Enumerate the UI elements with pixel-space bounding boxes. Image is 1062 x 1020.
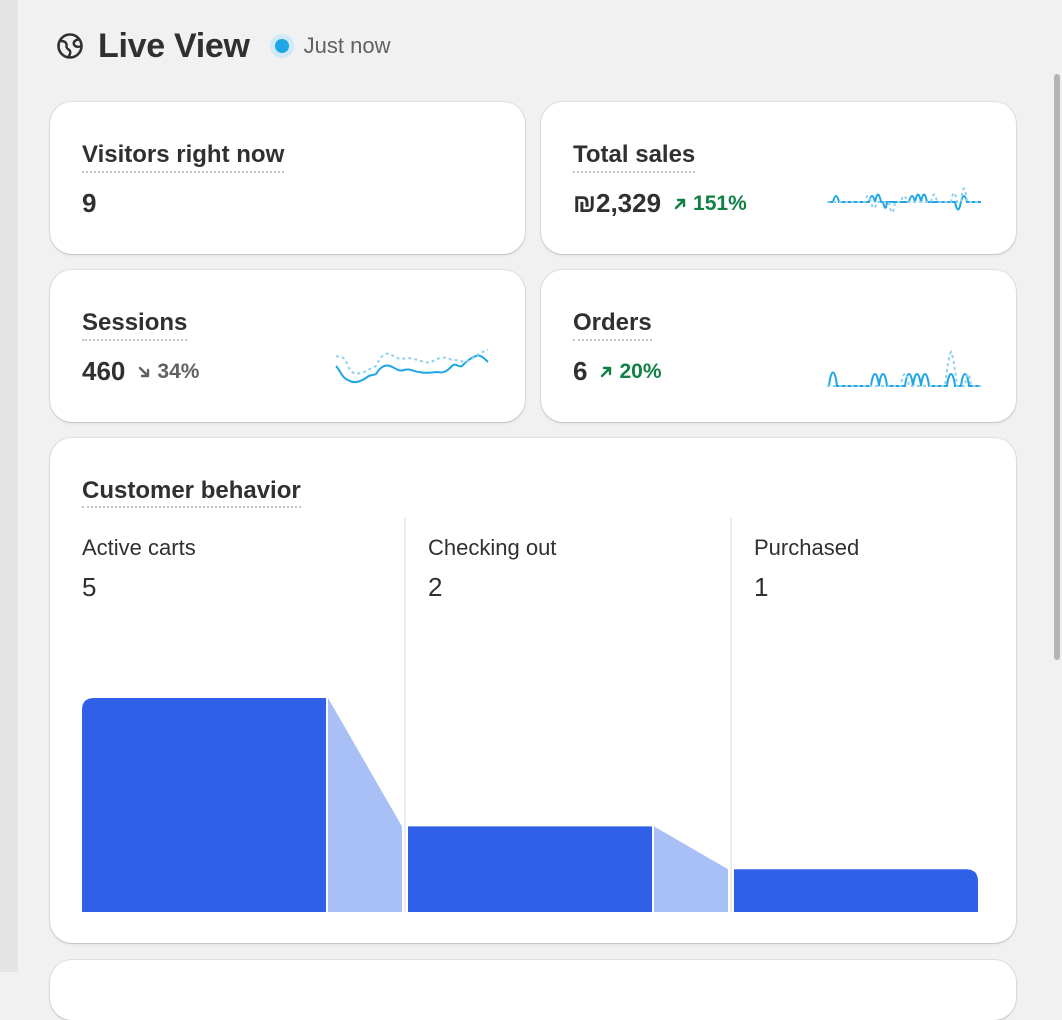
orders-sparkline	[827, 349, 981, 387]
stage-divider	[404, 518, 406, 912]
total-sales-label[interactable]: Total sales	[573, 140, 696, 173]
stage-label: Checking out	[428, 535, 557, 560]
sessions-sparkline	[335, 349, 489, 384]
arrow-up-right-icon	[601, 366, 612, 377]
customer-behavior-card: Customer behavior Active carts 5 Checkin…	[50, 438, 1016, 943]
stage-label: Purchased	[754, 535, 860, 560]
orders-trend-value: 20%	[619, 359, 662, 383]
orders-label[interactable]: Orders	[573, 308, 652, 341]
page-title: Live View	[98, 26, 250, 65]
arrow-up-right-icon	[674, 198, 686, 209]
scrollbar-thumb[interactable]	[1054, 74, 1060, 660]
total-sales-sparkline	[827, 187, 981, 214]
funnel-chart	[82, 698, 978, 912]
side-panel-edge	[0, 0, 18, 972]
sessions-label[interactable]: Sessions	[82, 308, 188, 341]
visitors-label[interactable]: Visitors right now	[82, 140, 285, 173]
arrow-down-right-icon	[139, 366, 150, 377]
scrollbar[interactable]	[1050, 0, 1062, 972]
page-header: Live View Just now	[56, 26, 390, 66]
stage-value: 1	[754, 572, 769, 602]
stage-value: 5	[82, 572, 97, 602]
stage-active-carts: Active carts 5	[82, 534, 196, 603]
sessions-value: 460	[82, 356, 126, 386]
status-timestamp: Just now	[303, 33, 391, 58]
funnel-connector-1	[328, 698, 402, 912]
stage-divider	[730, 518, 732, 912]
stage-purchased: Purchased 1	[754, 534, 859, 603]
visitors-value: 9	[82, 188, 97, 218]
stage-value: 2	[428, 572, 443, 602]
total-sales-trend: 151%	[673, 192, 747, 216]
stage-checking-out: Checking out 2	[428, 534, 556, 603]
funnel-bar-3[interactable]	[734, 869, 978, 912]
sessions-trend: 34%	[137, 360, 199, 384]
total-sales-value: ₪2,329	[573, 188, 662, 218]
funnel-bar-1[interactable]	[82, 698, 326, 912]
stage-label: Active carts	[82, 535, 196, 560]
customer-behavior-title[interactable]: Customer behavior	[82, 476, 301, 508]
globe-icon	[57, 33, 83, 59]
sessions-card[interactable]: Sessions 460 34%	[50, 270, 525, 422]
orders-trend: 20%	[599, 359, 662, 384]
total-sales-trend-value: 151%	[693, 191, 747, 215]
funnel-bar-2[interactable]	[408, 826, 652, 912]
live-indicator-icon	[269, 34, 294, 58]
next-card	[50, 960, 1016, 1020]
visitors-card[interactable]: Visitors right now 9	[50, 102, 525, 254]
orders-value: 6	[573, 356, 588, 386]
sessions-trend-value: 34%	[157, 359, 200, 383]
live-status: Just now	[269, 33, 391, 59]
total-sales-card[interactable]: Total sales ₪2,329 151%	[541, 102, 1016, 254]
funnel-connector-2	[654, 826, 728, 912]
orders-card[interactable]: Orders 6 20%	[541, 270, 1016, 422]
